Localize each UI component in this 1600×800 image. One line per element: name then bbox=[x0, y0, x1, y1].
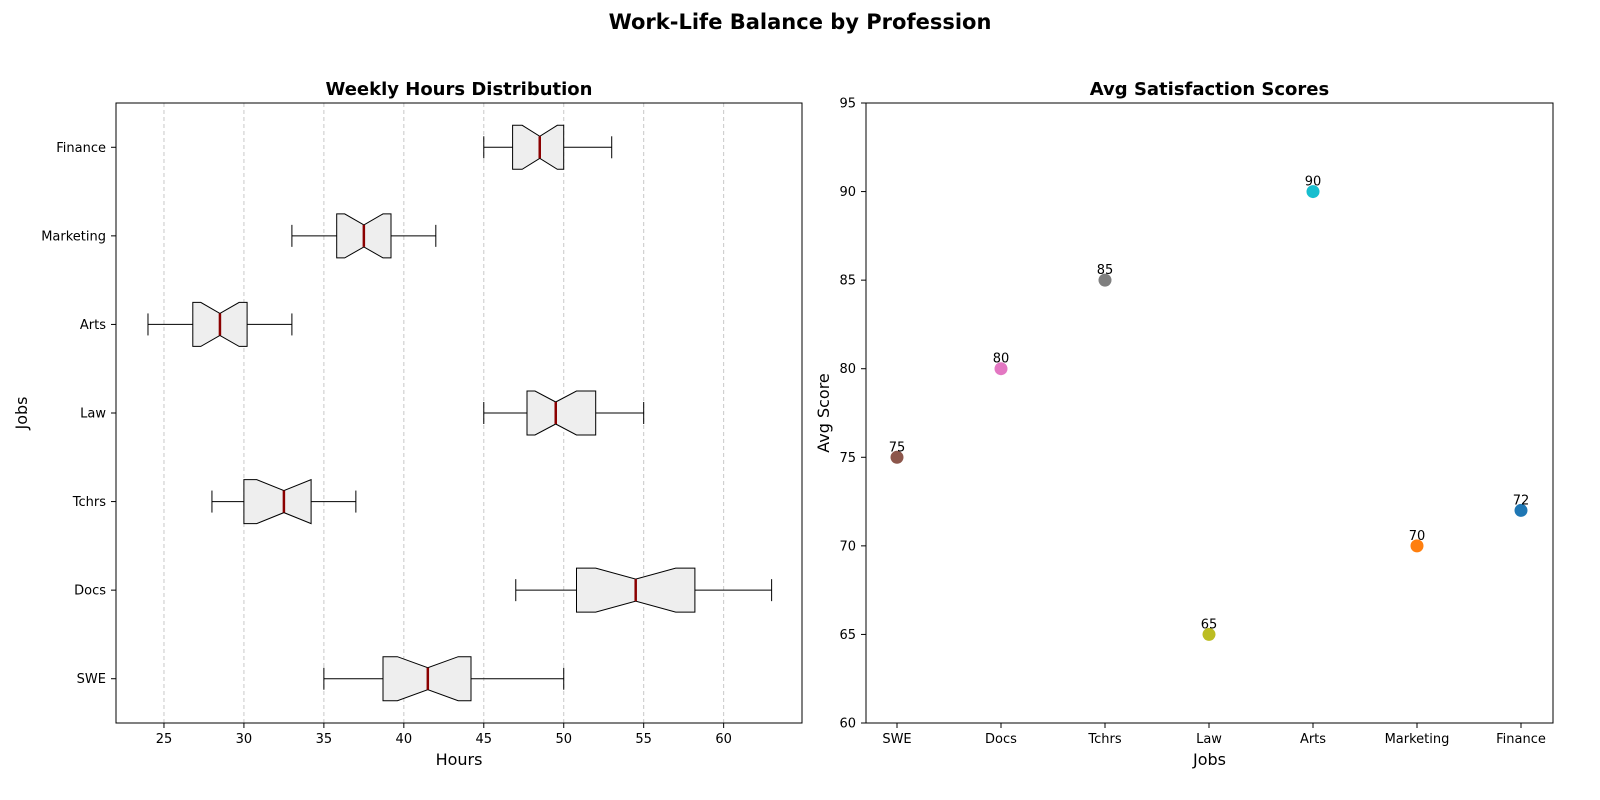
x-tick-label: Law bbox=[1196, 732, 1222, 747]
scatter-x-axis-label: Jobs bbox=[1192, 750, 1226, 769]
figure-title: Work-Life Balance by Profession bbox=[608, 10, 992, 34]
point-law bbox=[1202, 627, 1216, 641]
x-tick-label: 25 bbox=[156, 732, 173, 747]
x-tick-label: 60 bbox=[715, 732, 732, 747]
x-tick-label: SWE bbox=[882, 732, 911, 747]
notched-box bbox=[512, 124, 565, 170]
box-finance bbox=[483, 124, 613, 170]
box-marketing bbox=[291, 213, 437, 259]
box-tchrs bbox=[211, 478, 357, 525]
y-tick-label: 65 bbox=[839, 628, 856, 643]
y-tick-label: 60 bbox=[839, 717, 856, 732]
x-tick-label: 45 bbox=[476, 732, 493, 747]
y-tick-label: 75 bbox=[839, 451, 856, 466]
y-tick-label: 85 bbox=[839, 274, 856, 289]
x-tick-label: Marketing bbox=[1385, 732, 1450, 747]
box-docs bbox=[515, 567, 773, 613]
point-label: 72 bbox=[1513, 493, 1530, 508]
box-plot-y-axis-label: Jobs bbox=[12, 397, 31, 431]
scatter-title: Avg Satisfaction Scores bbox=[1090, 79, 1329, 100]
scatter-panel: Avg Satisfaction Scores 75 80 85 65 90 70 72 S… bbox=[814, 79, 1554, 769]
y-tick-label: Tchrs bbox=[72, 495, 106, 510]
box-plot-frame bbox=[115, 102, 803, 724]
point-arts bbox=[1306, 185, 1320, 199]
y-tick-label: 80 bbox=[839, 362, 856, 377]
notched-box bbox=[526, 390, 597, 436]
box-plot-boxes bbox=[147, 124, 773, 702]
y-tick-label: 95 bbox=[839, 97, 856, 112]
point-swe bbox=[890, 450, 904, 464]
scatter-y-ticks: 60 65 70 75 80 85 90 95 bbox=[839, 97, 866, 732]
y-tick-label: 70 bbox=[839, 539, 856, 554]
x-tick-label: Arts bbox=[1300, 732, 1326, 747]
box-swe bbox=[323, 656, 565, 702]
x-tick-label: 40 bbox=[396, 732, 413, 747]
point-label: 65 bbox=[1201, 617, 1218, 632]
box-plot-panel: Weekly Hours Distribution 25 30 35 40 45 50 55… bbox=[12, 79, 803, 769]
point-label: 80 bbox=[993, 352, 1010, 367]
point-label: 75 bbox=[889, 440, 906, 455]
x-tick-label: Finance bbox=[1496, 732, 1546, 747]
x-tick-label: 30 bbox=[236, 732, 253, 747]
box-law bbox=[483, 390, 645, 436]
point-docs bbox=[994, 362, 1008, 376]
x-tick-label: Tchrs bbox=[1087, 732, 1121, 747]
x-tick-label: 50 bbox=[555, 732, 572, 747]
x-tick-label: 35 bbox=[316, 732, 333, 747]
y-tick-label: Arts bbox=[80, 318, 106, 333]
box-plot-y-ticks: SWE Docs Tchrs Law Arts Marketing Finance bbox=[41, 141, 116, 687]
x-tick-label: 55 bbox=[635, 732, 652, 747]
point-tchrs bbox=[1098, 273, 1112, 287]
box-plot-x-axis-label: Hours bbox=[436, 750, 483, 769]
box-arts bbox=[147, 301, 293, 347]
y-tick-label: Marketing bbox=[41, 229, 106, 244]
y-tick-label: 90 bbox=[839, 185, 856, 200]
scatter-x-ticks: SWE Docs Tchrs Law Arts Marketing Finance bbox=[882, 723, 1546, 747]
x-tick-label: Docs bbox=[985, 732, 1017, 747]
y-tick-label: Docs bbox=[74, 584, 106, 599]
scatter-y-axis-label: Avg Score bbox=[814, 373, 833, 453]
point-marketing bbox=[1410, 539, 1424, 553]
y-tick-label: SWE bbox=[77, 672, 106, 687]
point-finance bbox=[1514, 503, 1528, 517]
y-tick-label: Law bbox=[80, 407, 106, 422]
notched-box bbox=[243, 478, 312, 525]
y-tick-label: Finance bbox=[56, 141, 106, 156]
box-plot-title: Weekly Hours Distribution bbox=[325, 79, 592, 100]
point-label: 85 bbox=[1097, 263, 1114, 278]
point-label: 90 bbox=[1305, 175, 1322, 190]
scatter-points: 75 80 85 65 90 70 72 bbox=[889, 175, 1530, 641]
point-label: 70 bbox=[1409, 529, 1426, 544]
box-plot-x-ticks: 25 30 35 40 45 50 55 60 bbox=[156, 723, 732, 747]
